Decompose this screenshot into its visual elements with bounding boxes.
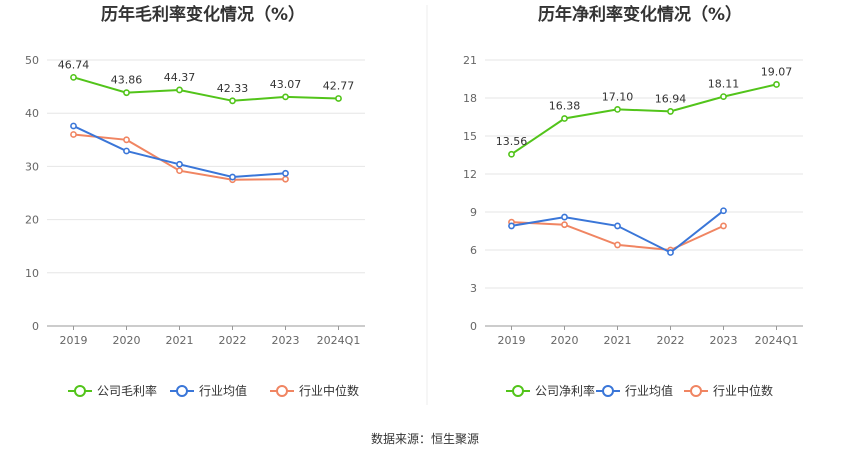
x-tick-label: 2019 <box>498 334 526 347</box>
data-point <box>720 207 727 215</box>
legend-label: 行业中位数 <box>299 383 359 398</box>
legend-label: 公司净利率 <box>535 383 595 398</box>
data-label: 43.07 <box>270 78 302 91</box>
data-point <box>561 213 568 221</box>
data-label: 13.56 <box>496 135 528 148</box>
legend-marker <box>276 385 288 397</box>
data-label: 43.86 <box>111 74 143 87</box>
data-point <box>176 160 183 168</box>
data-point <box>176 167 183 175</box>
data-point <box>720 93 727 101</box>
data-label: 46.74 <box>58 58 90 71</box>
x-tick-label: 2019 <box>60 334 88 347</box>
data-point <box>123 89 130 97</box>
legend-label: 行业均值 <box>625 383 673 398</box>
x-tick-label: 2023 <box>272 334 300 347</box>
x-tick-label: 2023 <box>710 334 738 347</box>
legend-marker <box>74 385 86 397</box>
x-tick-label: 2024Q1 <box>317 334 361 347</box>
y-tick-label: 30 <box>25 160 39 173</box>
data-label: 44.37 <box>164 71 196 84</box>
data-point <box>614 222 621 230</box>
y-tick-label: 20 <box>25 214 39 227</box>
y-tick-label: 15 <box>463 130 477 143</box>
data-point <box>614 106 621 113</box>
y-tick-label: 18 <box>463 92 477 105</box>
data-point <box>561 221 568 229</box>
y-tick-label: 10 <box>25 267 39 280</box>
chart-title: 历年净利率变化情况（%） <box>538 4 742 25</box>
data-point <box>282 93 289 101</box>
series-line <box>73 76 339 102</box>
data-point <box>282 175 289 183</box>
legend-marker <box>176 385 188 397</box>
y-tick-label: 3 <box>470 282 477 295</box>
data-point <box>123 147 130 155</box>
data-source-text: 数据来源：恒生聚源 <box>371 431 479 446</box>
legend-label: 公司毛利率 <box>97 383 157 398</box>
data-point <box>335 95 342 102</box>
y-tick-label: 21 <box>463 54 477 67</box>
data-point <box>282 169 289 177</box>
y-tick-label: 0 <box>470 320 477 333</box>
legend-marker <box>690 385 702 397</box>
legend-marker <box>602 385 614 397</box>
x-tick-label: 2024Q1 <box>755 334 799 347</box>
data-point <box>667 249 674 256</box>
x-tick-label: 2022 <box>219 334 247 347</box>
y-tick-label: 12 <box>463 168 477 181</box>
data-point <box>561 115 568 122</box>
x-tick-label: 2020 <box>551 334 579 347</box>
series-line <box>510 83 777 156</box>
data-point <box>667 108 674 115</box>
data-point <box>229 173 236 181</box>
data-point <box>508 222 515 230</box>
data-label: 17.10 <box>602 90 634 103</box>
data-point <box>720 222 727 230</box>
data-label: 16.38 <box>549 100 581 113</box>
data-point <box>70 73 77 81</box>
data-point <box>773 81 780 88</box>
x-tick-label: 2022 <box>657 334 685 347</box>
x-tick-label: 2021 <box>604 334 632 347</box>
data-point <box>508 150 515 158</box>
legend-label: 行业均值 <box>199 383 247 398</box>
data-label: 16.94 <box>655 92 687 105</box>
y-tick-label: 40 <box>25 107 39 120</box>
y-tick-label: 9 <box>470 206 477 219</box>
chart-title: 历年毛利率变化情况（%） <box>101 4 305 25</box>
data-label: 42.77 <box>323 79 355 92</box>
data-point <box>123 136 130 144</box>
data-point <box>176 86 183 94</box>
legend-label: 行业中位数 <box>713 383 773 398</box>
x-tick-label: 2021 <box>166 334 194 347</box>
data-label: 42.33 <box>217 82 249 95</box>
legend-marker <box>512 385 524 397</box>
data-label: 18.11 <box>708 78 740 91</box>
x-tick-label: 2020 <box>113 334 141 347</box>
y-tick-label: 6 <box>470 244 477 257</box>
data-point <box>614 241 621 249</box>
data-label: 19.07 <box>761 65 793 78</box>
data-point <box>70 122 77 130</box>
data-point <box>229 97 236 105</box>
data-point <box>70 131 77 138</box>
y-tick-label: 50 <box>25 54 39 67</box>
y-tick-label: 0 <box>32 320 39 333</box>
